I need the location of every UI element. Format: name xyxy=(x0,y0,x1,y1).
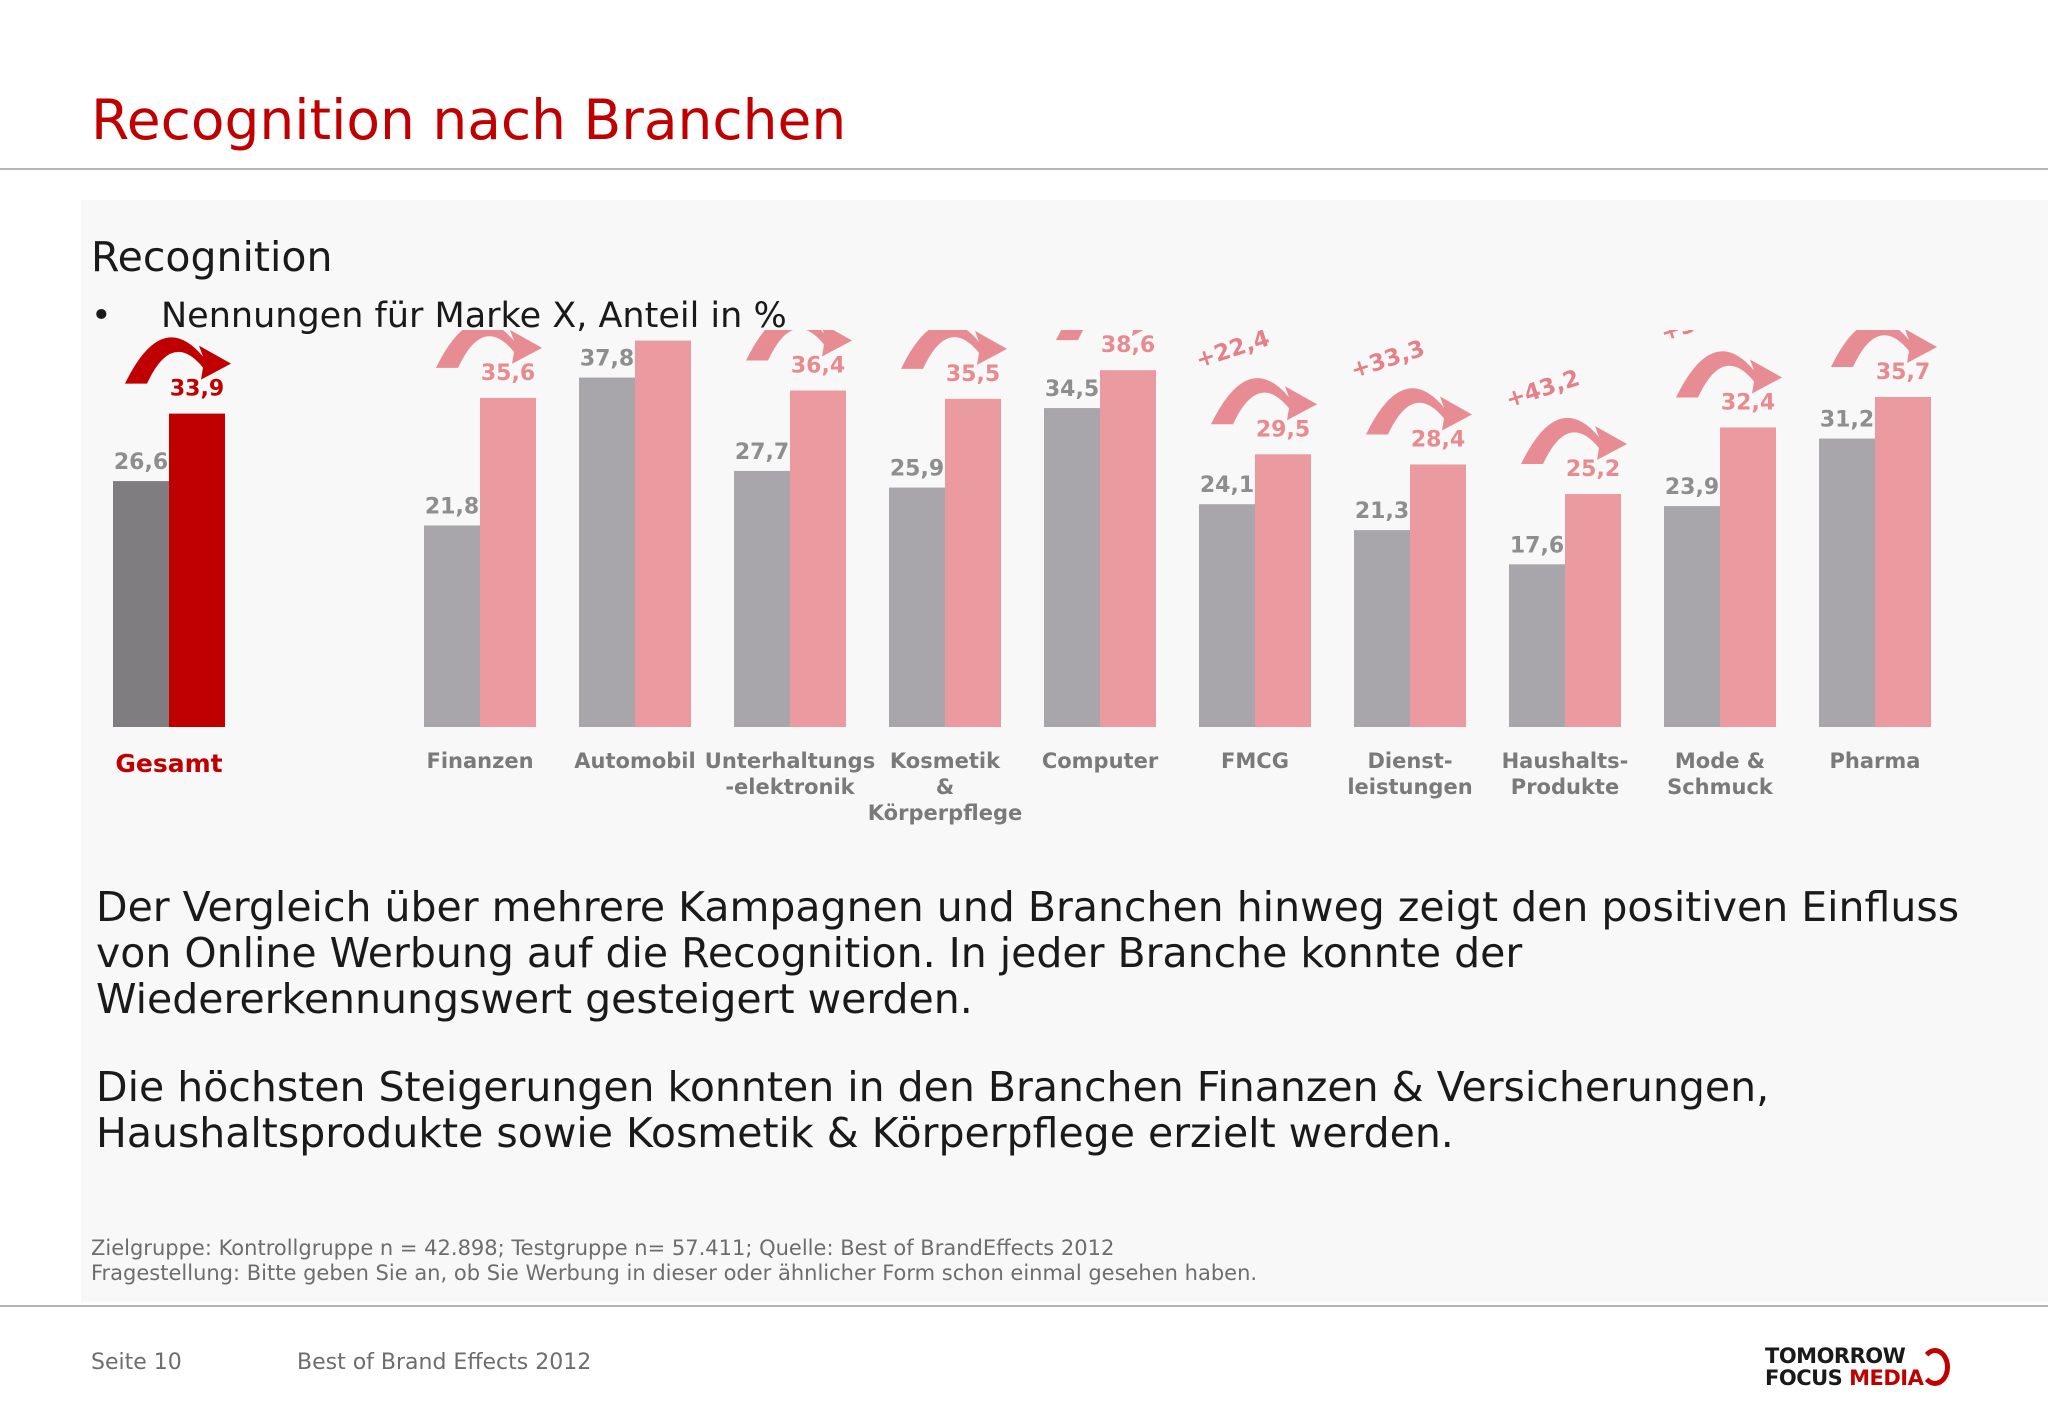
bar-kontrollgruppe xyxy=(1819,438,1875,727)
summary-paragraph: Der Vergleich über mehrere Kampagnen und… xyxy=(96,883,1960,1023)
footnote-sample: Zielgruppe: Kontrollgruppe n = 42.898; T… xyxy=(91,1236,1115,1260)
category-label-gesamt: Gesamt xyxy=(115,749,222,778)
data-label-testgruppe: 28,4 xyxy=(1411,427,1465,452)
increase-arrow-icon xyxy=(1211,378,1317,425)
category-label: Produkte xyxy=(1511,775,1619,799)
bar-kontrollgruppe xyxy=(424,525,480,727)
data-label-kontrollgruppe: 26,6 xyxy=(114,450,168,475)
footer-divider xyxy=(0,1305,2048,1307)
data-label-testgruppe: 35,7 xyxy=(1876,360,1930,385)
data-label-kontrollgruppe: 21,3 xyxy=(1355,499,1409,524)
bar-kontrollgruppe xyxy=(1044,408,1100,727)
category-label: Automobil xyxy=(574,749,695,773)
data-label-testgruppe: 35,5 xyxy=(946,362,1000,387)
category-label: Mode & xyxy=(1675,749,1765,773)
data-label-kontrollgruppe: 34,5 xyxy=(1045,377,1099,402)
category-label: Computer xyxy=(1042,749,1159,773)
category-label: -elektronik xyxy=(725,775,855,799)
data-label-kontrollgruppe: 17,6 xyxy=(1510,533,1564,558)
data-label-testgruppe: 32,4 xyxy=(1721,390,1775,415)
increase-arrow-icon xyxy=(1521,417,1627,465)
data-label-testgruppe: 35,6 xyxy=(481,361,535,386)
page-number: Seite 10 xyxy=(91,1350,182,1375)
bar-kontrollgruppe xyxy=(1354,530,1410,727)
logo-focus: FOCUS xyxy=(1765,1366,1843,1390)
data-label-testgruppe: 29,5 xyxy=(1256,417,1310,442)
slide-title: Recognition nach Branchen xyxy=(91,88,847,152)
category-label: & xyxy=(936,775,954,799)
data-label-kontrollgruppe: 21,8 xyxy=(425,494,479,519)
category-label: Körperpflege xyxy=(868,801,1022,825)
increase-arrow-icon xyxy=(1366,388,1472,435)
bar-kontrollgruppe xyxy=(579,377,635,727)
bullet-dot: • xyxy=(91,296,112,336)
bar-testgruppe xyxy=(635,340,691,727)
chart-subtitle: Recognition xyxy=(91,233,333,281)
logo-line-1: TOMORROW xyxy=(1765,1344,1906,1368)
document-title: Best of Brand Effects 2012 xyxy=(297,1350,592,1375)
change-label: +33,3 xyxy=(1348,336,1428,384)
category-label: FMCG xyxy=(1221,749,1289,773)
bar-kontrollgruppe xyxy=(1664,506,1720,727)
change-label: +22,4 xyxy=(1193,330,1273,374)
summary-paragraph: Die höchsten Steigerungen konnten in den… xyxy=(96,1063,1770,1157)
change-label: +35,6 xyxy=(1658,330,1738,347)
bar-testgruppe xyxy=(1410,464,1466,727)
data-label-kontrollgruppe: 27,7 xyxy=(735,440,789,465)
bar-kontrollgruppe xyxy=(113,481,169,727)
increase-arrow-icon xyxy=(1676,351,1782,398)
increase-arrow-icon xyxy=(1831,330,1937,367)
category-label: leistungen xyxy=(1347,775,1472,799)
logo-ring-icon xyxy=(1920,1348,1950,1386)
bar-testgruppe xyxy=(1720,427,1776,727)
bar-testgruppe xyxy=(169,413,225,727)
data-label-kontrollgruppe: 25,9 xyxy=(890,457,944,482)
change-label: +27,4 xyxy=(107,330,187,333)
data-label-kontrollgruppe: 23,9 xyxy=(1665,475,1719,500)
category-label: Schmuck xyxy=(1667,775,1774,799)
category-label: Finanzen xyxy=(426,749,533,773)
increase-arrow-icon xyxy=(125,337,231,384)
bar-testgruppe xyxy=(1100,370,1156,727)
bar-testgruppe xyxy=(1875,396,1931,727)
bar-testgruppe xyxy=(1565,494,1621,727)
category-label: Unterhaltungs xyxy=(705,749,875,773)
increase-arrow-icon xyxy=(901,330,1007,369)
data-label-testgruppe: 36,4 xyxy=(791,354,845,379)
data-label-kontrollgruppe: 24,1 xyxy=(1200,473,1254,498)
category-label: Pharma xyxy=(1830,749,1921,773)
header-divider xyxy=(0,168,2048,170)
change-label: +43,2 xyxy=(1503,365,1583,413)
data-label-testgruppe: 25,2 xyxy=(1566,457,1620,482)
increase-arrow-icon xyxy=(746,330,852,361)
data-label-testgruppe: 38,6 xyxy=(1101,333,1155,358)
category-label: Haushalts- xyxy=(1502,749,1629,773)
logo-media: MEDIA xyxy=(1849,1366,1924,1390)
bar-kontrollgruppe xyxy=(1199,504,1255,727)
bar-kontrollgruppe xyxy=(1509,564,1565,727)
increase-arrow-icon xyxy=(436,330,542,368)
logo-line-2: FOCUS MEDIA xyxy=(1765,1366,1924,1390)
data-label-kontrollgruppe: 31,2 xyxy=(1820,408,1874,433)
category-label: Kosmetik xyxy=(890,749,1001,773)
footnote-question: Fragestellung: Bitte geben Sie an, ob Si… xyxy=(91,1261,1258,1285)
bar-testgruppe xyxy=(480,397,536,727)
increase-arrow-icon xyxy=(1056,330,1144,341)
recognition-chart: 26,633,9+27,4Gesamt21,835,6+63,3Finanzen… xyxy=(107,330,1937,825)
data-label-testgruppe: 33,9 xyxy=(170,377,224,402)
tomorrow-focus-media-logo: TOMORROW FOCUS MEDIA xyxy=(1765,1344,1965,1394)
bar-testgruppe xyxy=(945,398,1001,727)
summary-text: Der Vergleich über mehrere Kampagnen und… xyxy=(96,884,1976,1198)
content-panel xyxy=(81,200,2048,1302)
data-label-kontrollgruppe: 37,8 xyxy=(580,347,634,372)
bar-testgruppe xyxy=(790,390,846,727)
bar-kontrollgruppe xyxy=(889,487,945,727)
bar-testgruppe xyxy=(1255,454,1311,727)
footnote: Zielgruppe: Kontrollgruppe n = 42.898; T… xyxy=(91,1236,1257,1286)
bar-kontrollgruppe xyxy=(734,470,790,727)
category-label: Dienst- xyxy=(1367,749,1452,773)
